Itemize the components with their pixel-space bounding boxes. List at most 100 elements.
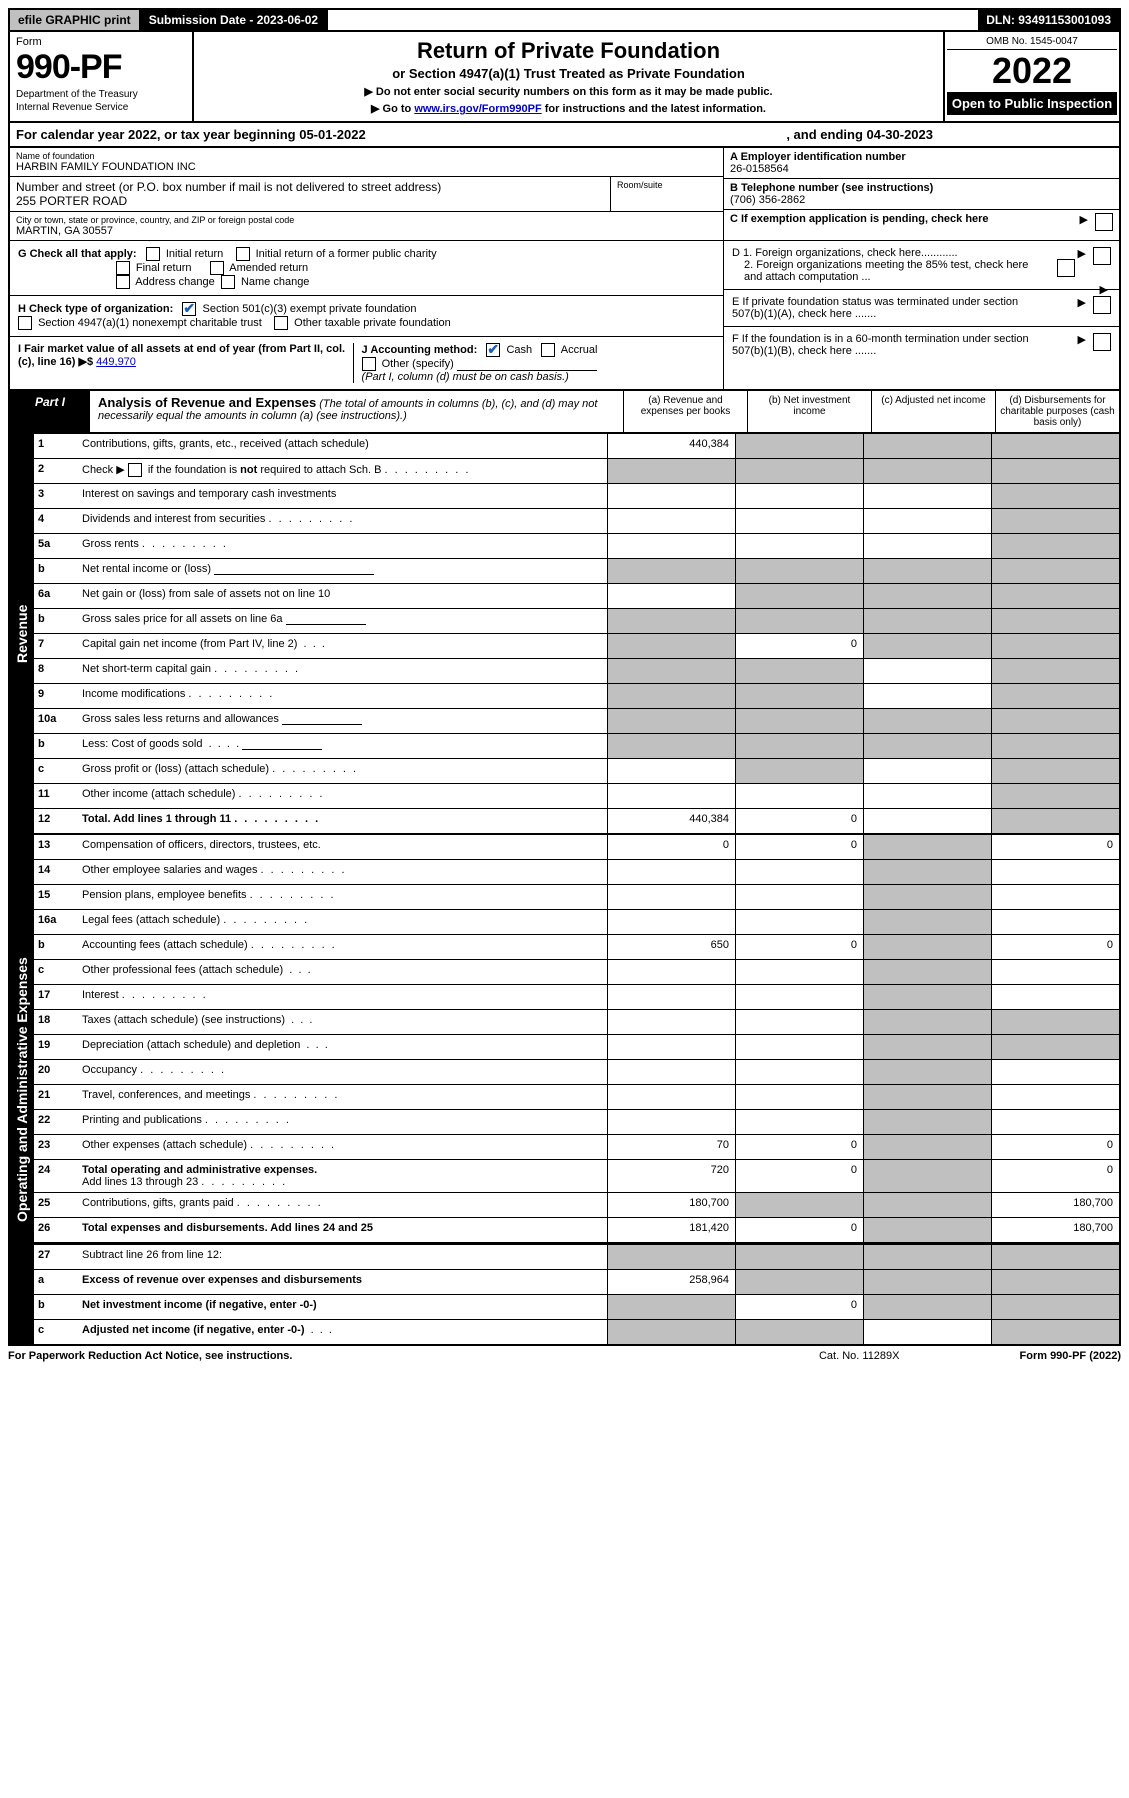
l16b-d: 0 (991, 935, 1119, 959)
omb-number: OMB No. 1545-0047 (947, 34, 1117, 50)
room-label: Room/suite (610, 177, 723, 211)
l23-a: 70 (607, 1135, 735, 1159)
j-other-cb[interactable] (362, 357, 376, 371)
l13-d: 0 (991, 835, 1119, 859)
phone-value: (706) 356-2862 (730, 194, 1113, 206)
j-note: (Part I, column (d) must be on cash basi… (362, 371, 569, 383)
line-14: Other employee salaries and wages (76, 860, 607, 884)
expenses-tab: Operating and Administrative Expenses (10, 835, 34, 1344)
g-amended: Amended return (229, 262, 308, 274)
line-27b: Net investment income (if negative, ente… (76, 1295, 607, 1319)
line-11: Other income (attach schedule) (76, 784, 607, 808)
schb-cb[interactable] (128, 463, 142, 477)
g-amended-cb[interactable] (210, 261, 224, 275)
ein-value: 26-0158564 (730, 163, 1113, 175)
d1-cb[interactable] (1093, 247, 1111, 265)
h-4947-cb[interactable] (18, 316, 32, 330)
l24-a: 720 (607, 1160, 735, 1192)
col-b-head: (b) Net investment income (747, 391, 871, 432)
city-label: City or town, state or province, country… (16, 215, 717, 225)
h-other-cb[interactable] (274, 316, 288, 330)
foundation-name: HARBIN FAMILY FOUNDATION INC (16, 161, 717, 173)
part1-header: Part I Analysis of Revenue and Expenses … (8, 391, 1121, 434)
exemption-label: C If exemption application is pending, c… (730, 213, 989, 225)
l26-d: 180,700 (991, 1218, 1119, 1242)
part1-title: Analysis of Revenue and Expenses (98, 395, 316, 410)
name-label: Name of foundation (16, 151, 717, 161)
l26-b: 0 (735, 1218, 863, 1242)
g-final-cb[interactable] (116, 261, 130, 275)
j-accrual-cb[interactable] (541, 343, 555, 357)
d2-cb[interactable] (1057, 259, 1075, 277)
l25-d: 180,700 (991, 1193, 1119, 1217)
g-label: G Check all that apply: (18, 248, 137, 260)
cat-no: Cat. No. 11289X (819, 1350, 900, 1362)
col-c-head: (c) Adjusted net income (871, 391, 995, 432)
line-7: Capital gain net income (from Part IV, l… (76, 634, 607, 658)
entity-info: Name of foundation HARBIN FAMILY FOUNDAT… (8, 146, 1121, 240)
line-23: Other expenses (attach schedule) (76, 1135, 607, 1159)
goto-pre: ▶ Go to (371, 103, 414, 115)
j-label: J Accounting method: (362, 344, 478, 356)
arrow-icon: ▶ (1080, 213, 1088, 226)
d1-label: D 1. Foreign organizations, check here..… (732, 247, 958, 259)
line-9: Income modifications (76, 684, 607, 708)
line-4: Dividends and interest from securities (76, 509, 607, 533)
l25-a: 180,700 (607, 1193, 735, 1217)
line-27c: Adjusted net income (if negative, enter … (76, 1320, 607, 1344)
tax-year: 2022 (947, 50, 1117, 92)
line-1: Contributions, gifts, grants, etc., rece… (76, 434, 607, 458)
form-subtitle: or Section 4947(a)(1) Trust Treated as P… (200, 66, 937, 81)
l24-b: 0 (735, 1160, 863, 1192)
f-cb[interactable] (1093, 333, 1111, 351)
line-22: Printing and publications (76, 1110, 607, 1134)
exemption-checkbox[interactable] (1095, 213, 1113, 231)
l12-b: 0 (735, 809, 863, 833)
form-title: Return of Private Foundation (200, 38, 937, 64)
part1-label: Part I (10, 391, 90, 432)
line-26: Total expenses and disbursements. Add li… (76, 1218, 607, 1242)
e-cb[interactable] (1093, 296, 1111, 314)
line-16b: Accounting fees (attach schedule) (76, 935, 607, 959)
g-name-change-cb[interactable] (221, 275, 235, 289)
h-other: Other taxable private foundation (294, 317, 451, 329)
irs-label: Internal Revenue Service (16, 102, 186, 113)
ein-label: A Employer identification number (730, 151, 1113, 163)
cal-end: , and ending 04-30-2023 (786, 127, 933, 142)
line-3: Interest on savings and temporary cash i… (76, 484, 607, 508)
addr-label: Number and street (or P.O. box number if… (16, 180, 604, 194)
phone-label: B Telephone number (see instructions) (730, 182, 1113, 194)
open-public: Open to Public Inspection (947, 92, 1117, 115)
l13-b: 0 (735, 835, 863, 859)
g-addr-change-cb[interactable] (116, 275, 130, 289)
calendar-year-row: For calendar year 2022, or tax year begi… (8, 123, 1121, 146)
dept-treasury: Department of the Treasury (16, 89, 186, 100)
l16b-a: 650 (607, 935, 735, 959)
cal-begin: For calendar year 2022, or tax year begi… (16, 127, 366, 142)
line-21: Travel, conferences, and meetings (76, 1085, 607, 1109)
line-27: Subtract line 26 from line 12: (76, 1245, 607, 1269)
h-4947: Section 4947(a)(1) nonexempt charitable … (38, 317, 262, 329)
efile-button[interactable]: efile GRAPHIC print (10, 10, 141, 30)
f-label: F If the foundation is in a 60-month ter… (732, 333, 1042, 357)
h-501c3-cb[interactable] (182, 302, 196, 316)
l12-a: 440,384 (607, 809, 735, 833)
line-6b: Gross sales price for all assets on line… (76, 609, 607, 633)
j-cash-cb[interactable] (486, 343, 500, 357)
line-10b: Less: Cost of goods sold . . . . (76, 734, 607, 758)
l1-a: 440,384 (607, 434, 735, 458)
topbar: efile GRAPHIC print Submission Date - 20… (8, 8, 1121, 32)
g-final: Final return (136, 262, 192, 274)
line-12: Total. Add lines 1 through 11 (76, 809, 607, 833)
g-initial-former-cb[interactable] (236, 247, 250, 261)
g-initial-return-cb[interactable] (146, 247, 160, 261)
form-ref: Form 990-PF (2022) (1020, 1350, 1122, 1362)
instructions-link[interactable]: www.irs.gov/Form990PF (414, 103, 541, 115)
j-accrual: Accrual (561, 344, 598, 356)
g-addr-change: Address change (135, 276, 215, 288)
paperwork-notice: For Paperwork Reduction Act Notice, see … (8, 1350, 292, 1362)
line-19: Depreciation (attach schedule) and deple… (76, 1035, 607, 1059)
line-15: Pension plans, employee benefits (76, 885, 607, 909)
arrow-icon: ▶ (1078, 247, 1086, 260)
check-section: G Check all that apply: Initial return I… (8, 240, 1121, 391)
